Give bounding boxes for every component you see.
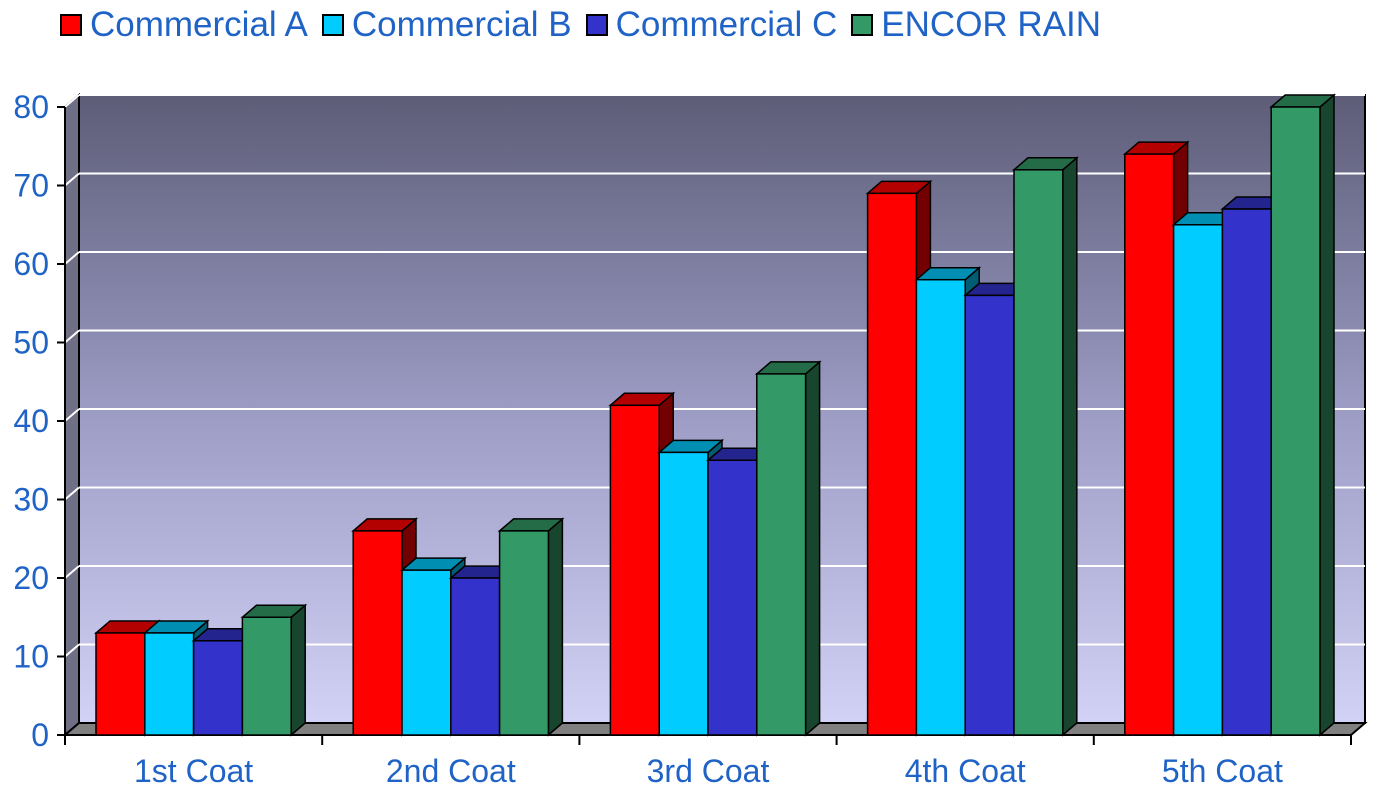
bar-encor-rain-4 [1011,156,1079,737]
y-tick-label: 60 [13,246,49,282]
bar-front [401,569,452,736]
legend-swatch-commercial-c [585,14,608,36]
legend-swatch-commercial-a [60,14,82,36]
bar-front [1124,153,1175,736]
bar-encor-rain-3 [754,360,822,737]
bar-front [866,192,918,736]
legend-item-commercial-c: Commercial C [585,5,838,45]
bar-side [1062,156,1078,737]
legend-swatch-encor-rain [851,14,874,36]
x-tick-label: 5th Coat [1162,753,1283,788]
bar-front [609,404,660,736]
gridline-side [64,486,80,501]
bar-front [707,459,758,736]
y-tick-label: 10 [13,639,49,675]
bar-front [964,294,1015,736]
gridline-side [64,172,80,187]
x-tick-label: 2nd Coat [386,753,516,788]
bar-front [352,530,403,736]
gridline-side [64,565,80,579]
x-tick-label: 3rd Coat [647,753,770,788]
legend-item-commercial-b: Commercial B [321,5,572,45]
y-tick-label: 20 [13,560,49,596]
x-tick-label: 4th Coat [905,753,1026,788]
bar-encor-rain-2 [497,517,565,737]
bar-front [1013,169,1064,736]
legend-label-commercial-b: Commercial B [351,5,572,44]
bar-front [95,632,146,736]
chart-legend: Commercial A Commercial B Commercial C E… [60,0,1101,50]
gridline-side [64,251,80,265]
legend-label-encor-rain: ENCOR RAIN [881,5,1102,44]
bar-front [241,616,292,736]
bar-front [1221,208,1272,736]
bar-encor-rain-5 [1269,93,1337,737]
legend-item-commercial-a: Commercial A [60,5,308,45]
bar-side [290,603,306,737]
bar-front [1172,224,1224,736]
bar-side [1319,93,1335,737]
gridline-side [64,643,80,658]
legend-label-commercial-a: Commercial A [90,5,308,44]
bar-side [804,360,821,737]
bar-front [658,451,709,736]
bar-front [450,577,501,736]
y-tick-label: 50 [13,325,49,361]
legend-item-encor-rain: ENCOR RAIN [851,5,1101,45]
legend-swatch-commercial-b [321,14,344,36]
bar-side [547,517,564,737]
gridline-side [64,408,80,422]
gridline-side [64,94,80,108]
y-tick-label: 80 [13,89,49,125]
legend-label-commercial-c: Commercial C [615,5,838,44]
y-tick-label: 70 [13,168,49,204]
bar-encor-rain-1 [240,603,308,737]
bar-front [915,278,966,736]
y-tick-label: 0 [31,717,49,753]
bar-front [756,373,807,736]
bar-front [144,632,195,736]
y-tick-label: 30 [13,482,49,518]
bar-front [192,640,244,736]
gridline-side [64,329,80,344]
y-tick-label: 40 [13,403,49,439]
bar-front [1270,106,1321,736]
x-tick-label: 1st Coat [134,753,253,788]
bar-front [498,530,550,736]
